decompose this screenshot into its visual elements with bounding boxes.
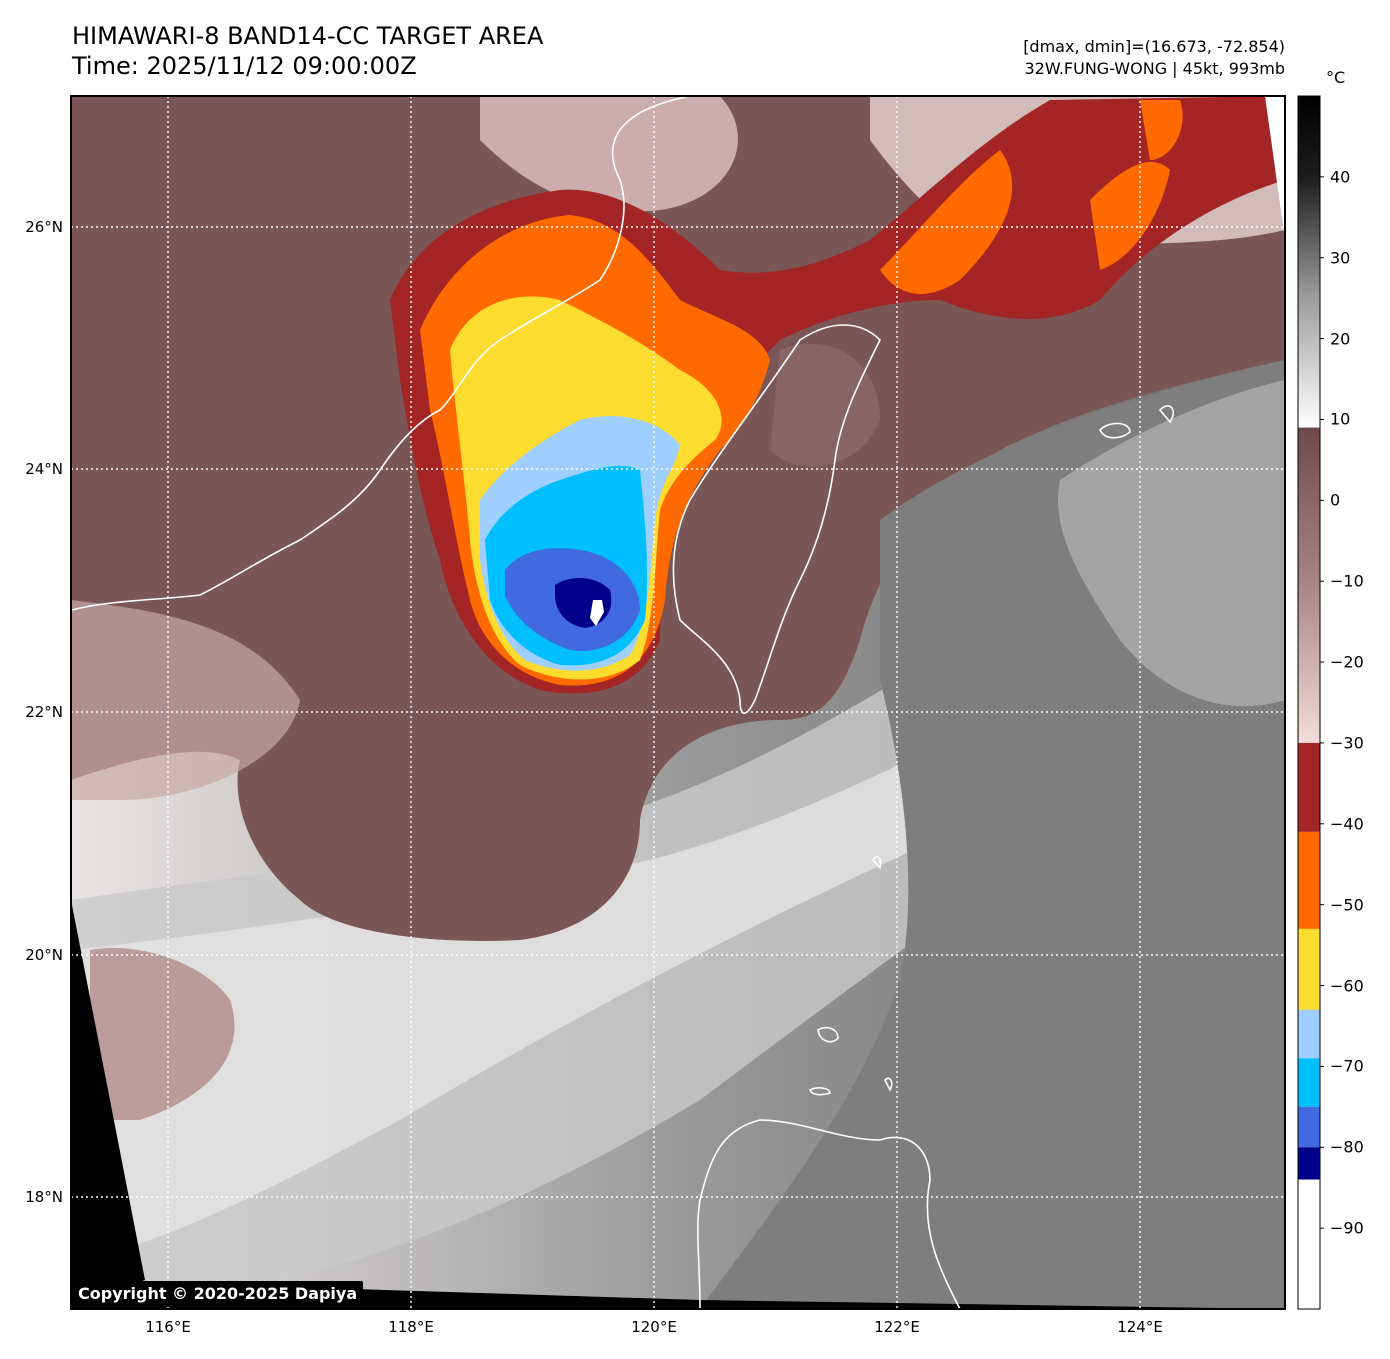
imagery-layer <box>71 96 1285 1309</box>
colorbar-band <box>1298 1179 1320 1309</box>
colorbar-tick-label: −80 <box>1330 1137 1364 1157</box>
colorbar-band <box>1298 1106 1320 1148</box>
colorbar-tick-label: −40 <box>1330 814 1364 834</box>
colorbar-band <box>1298 1058 1320 1107</box>
storm-info: 32W.FUNG-WONG | 45kt, 993mb <box>1024 59 1285 78</box>
lat-label-18: 18°N <box>25 1188 63 1206</box>
colorbar-band <box>1298 1009 1320 1059</box>
colorbar-tick-label: −20 <box>1330 652 1364 672</box>
map-frame <box>70 95 1286 1310</box>
colorbar-tick-label: −50 <box>1330 895 1364 915</box>
coastlines <box>71 96 1175 1309</box>
colorbar-tick-label: 40 <box>1330 167 1351 187</box>
colorbar-band <box>1298 928 1320 1010</box>
colorbar-tick-label: 30 <box>1330 248 1351 268</box>
lon-label-116: 116°E <box>145 1318 191 1336</box>
lon-label-118: 118°E <box>388 1318 434 1336</box>
colorbar-frame <box>1297 95 1321 1310</box>
colorbar-tick-label: 10 <box>1330 409 1351 429</box>
lat-label-26: 26°N <box>25 218 63 236</box>
no-data-left <box>71 900 145 1309</box>
colorbar-band <box>1298 427 1320 743</box>
colorbar-tick-label: −10 <box>1330 571 1364 591</box>
colorbar-band <box>1298 742 1320 832</box>
colorbar-band <box>1298 831 1320 929</box>
colorbar-tick-label: 20 <box>1330 329 1351 349</box>
figure-title: HIMAWARI-8 BAND14-CC TARGET AREA <box>72 22 544 50</box>
colorbar-band <box>1298 96 1320 428</box>
lon-label-122: 122°E <box>874 1318 920 1336</box>
colorbar-tick-label: −30 <box>1330 733 1364 753</box>
graticule <box>71 96 1285 1309</box>
colorbar-tick-label: −70 <box>1330 1056 1364 1076</box>
colorbar-band <box>1298 1147 1320 1180</box>
colorbar-tick-label: −90 <box>1330 1218 1364 1238</box>
colorbar-unit: °C <box>1326 68 1346 87</box>
lat-label-24: 24°N <box>25 460 63 478</box>
lat-label-20: 20°N <box>25 946 63 964</box>
figure-time: Time: 2025/11/12 09:00:00Z <box>72 52 417 80</box>
dmax-dmin-readout: [dmax, dmin]=(16.673, -72.854) <box>1023 37 1285 56</box>
lat-label-22: 22°N <box>25 703 63 721</box>
lon-label-120: 120°E <box>631 1318 677 1336</box>
copyright-notice: Copyright © 2020-2025 Dapiya <box>72 1281 364 1307</box>
lon-label-124: 124°E <box>1117 1318 1163 1336</box>
colorbar-tick-label: −60 <box>1330 976 1364 996</box>
colorbar-tick-label: 0 <box>1330 490 1341 510</box>
colorbar <box>1297 95 1324 1310</box>
